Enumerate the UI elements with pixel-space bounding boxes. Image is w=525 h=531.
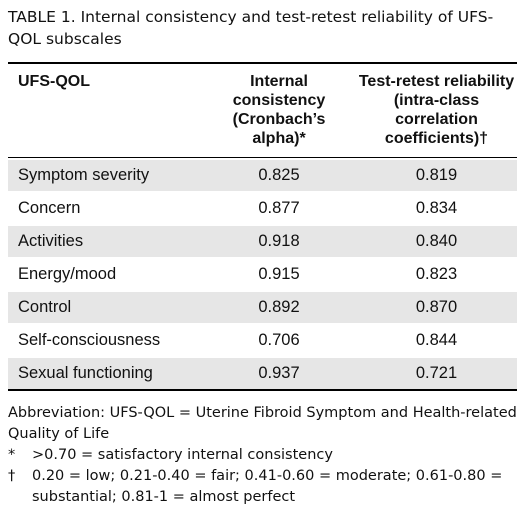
table-cell: 0.844 [415,331,458,349]
table-row: Control 0.892 0.870 [8,290,517,323]
table-cell: 0.823 [415,265,458,283]
table-cell: 0.877 [258,199,300,217]
table-cell: Symptom severity [18,166,150,184]
footnote-text: 0.20 = low; 0.21-0.40 = fair; 0.41-0.60 … [32,468,503,505]
table-row: Concern 0.877 0.834 [8,191,517,224]
table-row: Activities 0.918 0.840 [8,224,517,257]
table-cell: Activities [18,232,84,250]
column-header: Test-retest reliability (intra-class cor… [358,73,515,147]
table-cell: Concern [18,199,81,217]
footnotes: Abbreviation: UFS-QOL = Uterine Fibroid … [8,403,518,508]
table-row: Symptom severity 0.825 0.819 [8,158,517,191]
table-row: Energy/mood 0.915 0.823 [8,257,517,290]
table-cell: 0.721 [415,364,458,382]
table-cell: Control [18,298,72,316]
footnote-symbol: † [8,468,16,484]
table-row: Sexual functioning 0.937 0.721 [8,356,517,389]
table-cell: 0.819 [415,166,458,184]
footnote: † 0.20 = low; 0.21-0.40 = fair; 0.41-0.60… [8,466,518,508]
table: UFS-QOL Internal consistency (Cronbach’s… [8,62,517,391]
table-cell: 0.915 [258,265,300,283]
table-row: Self-consciousness 0.706 0.844 [8,323,517,356]
table-title: TABLE 1. Internal consistency and test-r… [8,8,494,48]
table-cell: 0.937 [258,364,300,382]
table-cell: Sexual functioning [18,364,153,382]
table-cell: 0.892 [258,298,300,316]
table-cell: 0.918 [258,232,300,250]
table-cell: Self-consciousness [18,331,161,349]
column-header: Internal consistency (Cronbach’s alpha)* [232,73,326,147]
table-cell: 0.706 [258,331,300,349]
footnote: * >0.70 = satisfactory internal consisten… [8,445,518,466]
table-cell: Energy/mood [18,265,117,283]
table-cell: 0.825 [258,166,300,184]
table-header: UFS-QOL Internal consistency (Cronbach’s… [8,64,517,158]
footnote-symbol: * [8,447,16,463]
abbreviation-note: Abbreviation: UFS-QOL = Uterine Fibroid … [8,405,517,442]
table-cell: 0.834 [415,199,458,217]
column-header: UFS-QOL [18,73,90,90]
table-cell: 0.870 [415,298,458,316]
footnote-text: >0.70 = satisfactory internal consistenc… [32,447,333,463]
table-cell: 0.840 [415,232,458,250]
